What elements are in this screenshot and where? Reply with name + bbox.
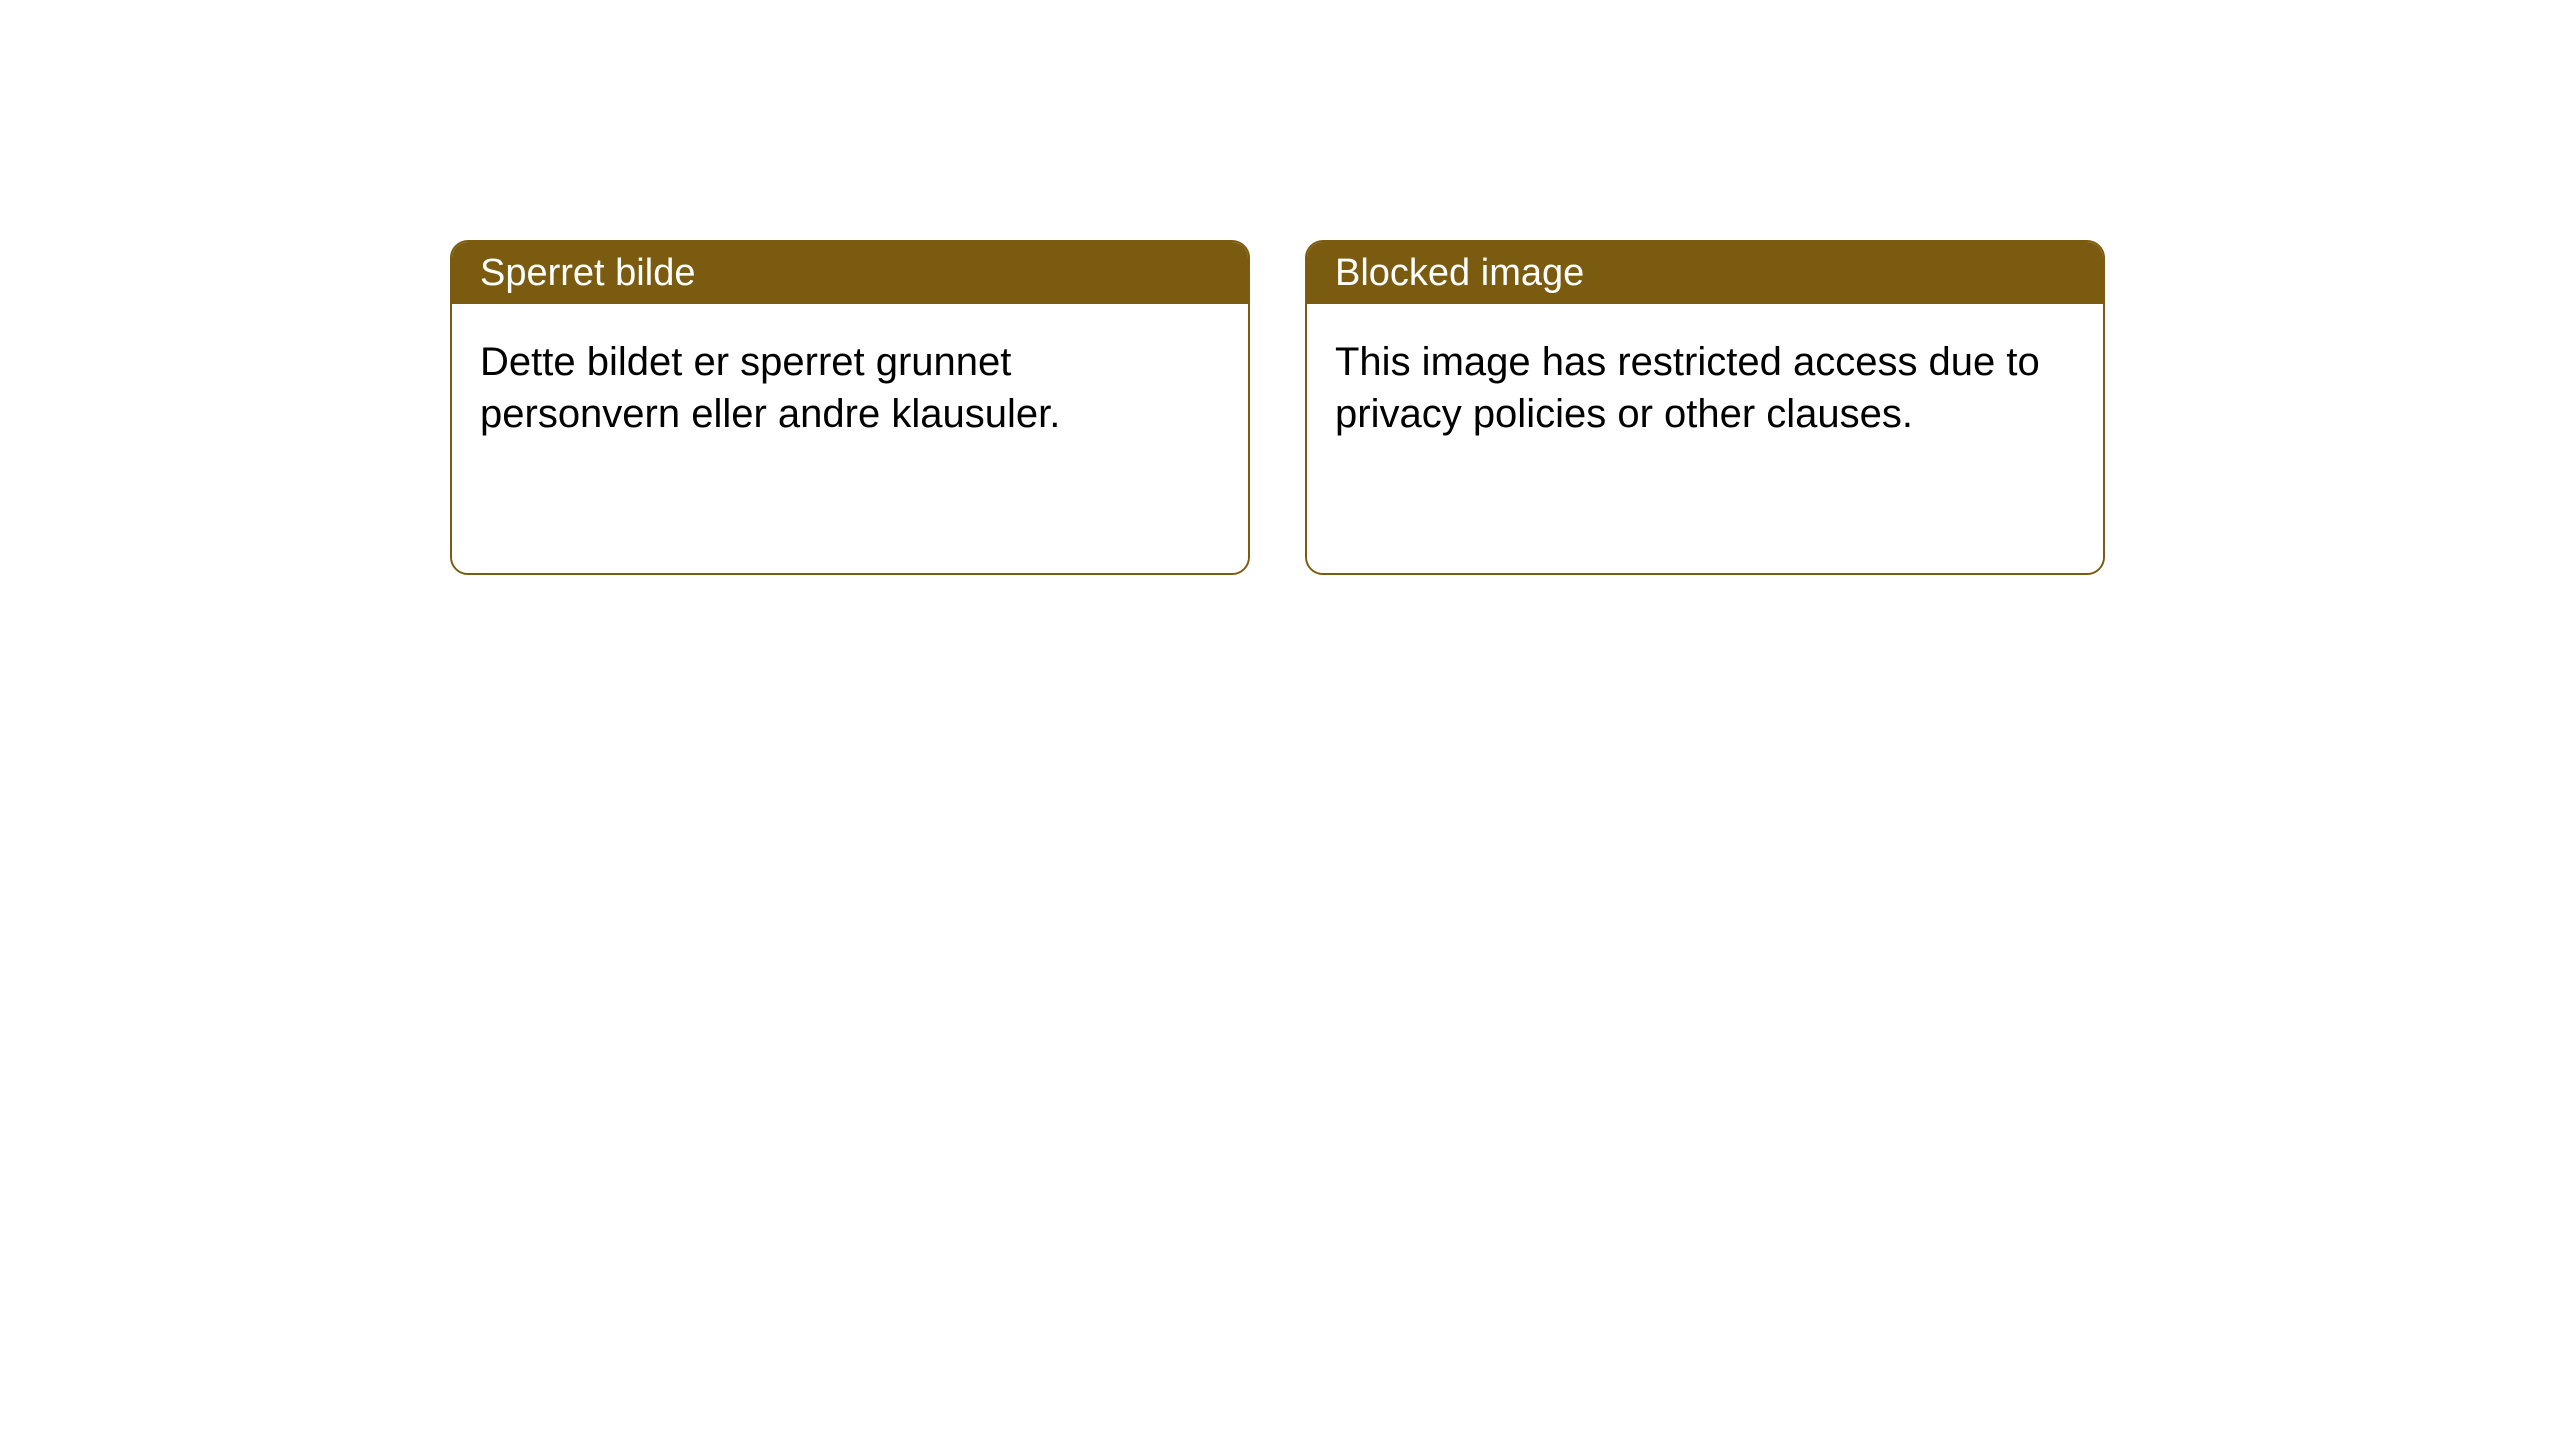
notice-header-norwegian: Sperret bilde xyxy=(452,242,1248,304)
notice-box-english: Blocked image This image has restricted … xyxy=(1305,240,2105,575)
notice-title-english: Blocked image xyxy=(1335,252,1584,295)
notice-text-english: This image has restricted access due to … xyxy=(1335,340,2040,436)
notice-title-norwegian: Sperret bilde xyxy=(480,252,695,295)
notice-body-norwegian: Dette bildet er sperret grunnet personve… xyxy=(452,304,1248,573)
notice-body-english: This image has restricted access due to … xyxy=(1307,304,2103,573)
notice-header-english: Blocked image xyxy=(1307,242,2103,304)
notice-text-norwegian: Dette bildet er sperret grunnet personve… xyxy=(480,340,1060,436)
notice-box-norwegian: Sperret bilde Dette bildet er sperret gr… xyxy=(450,240,1250,575)
notice-container: Sperret bilde Dette bildet er sperret gr… xyxy=(450,240,2105,575)
